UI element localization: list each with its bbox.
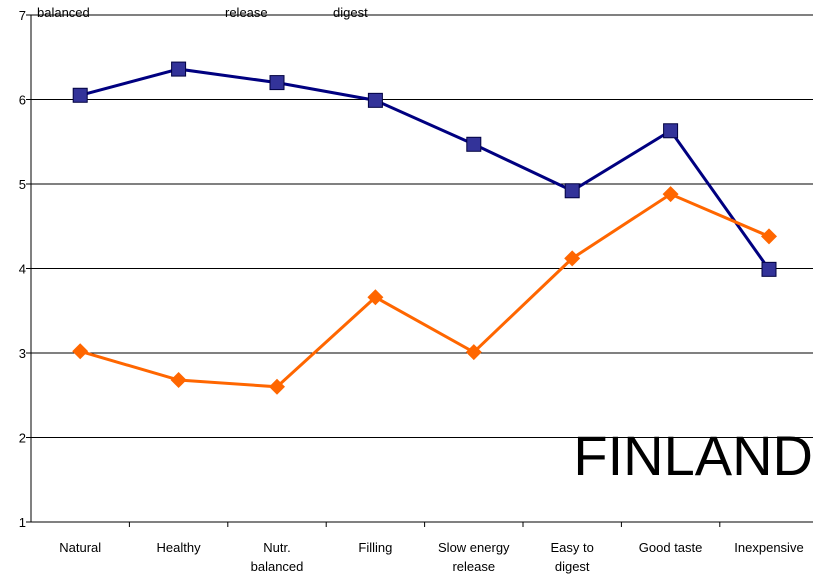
marker (761, 261, 777, 277)
marker (72, 87, 88, 103)
marker (466, 136, 482, 152)
y-tick-label: 6 (19, 93, 26, 108)
x-tick-label: Good taste (639, 540, 703, 555)
series-line (79, 192, 770, 389)
marker (465, 344, 482, 361)
marker (269, 378, 285, 395)
y-tick-label: 2 (19, 431, 26, 446)
x-tick-label: Easy to digest (551, 540, 594, 574)
marker (662, 186, 679, 203)
x-tick-label: Natural (59, 540, 101, 555)
marker (761, 228, 777, 245)
x-tick-label: Inexpensive (734, 540, 803, 555)
x-tick-label: Healthy (157, 540, 202, 555)
marker (564, 250, 581, 267)
y-tick-label: 3 (19, 346, 26, 361)
y-tick-label: 1 (19, 515, 26, 530)
marker (663, 123, 679, 139)
annotation: balanced (37, 5, 90, 20)
x-tick-label: Nutr. balanced (251, 540, 304, 574)
annotation: digest (333, 5, 368, 20)
marker (367, 289, 384, 306)
marker (72, 343, 89, 360)
marker (367, 92, 383, 108)
annotation: FINLAND (573, 424, 813, 487)
marker (171, 61, 187, 77)
marker (269, 75, 285, 91)
x-tick-label: Slow energy release (438, 540, 510, 574)
y-tick-label: 4 (19, 262, 26, 277)
marker (564, 183, 580, 199)
series-line (79, 67, 771, 271)
y-tick-label: 5 (19, 177, 26, 192)
marker (170, 372, 187, 389)
annotation: release (225, 5, 268, 20)
x-tick-label: Filling (358, 540, 392, 555)
y-tick-label: 7 (19, 8, 26, 23)
